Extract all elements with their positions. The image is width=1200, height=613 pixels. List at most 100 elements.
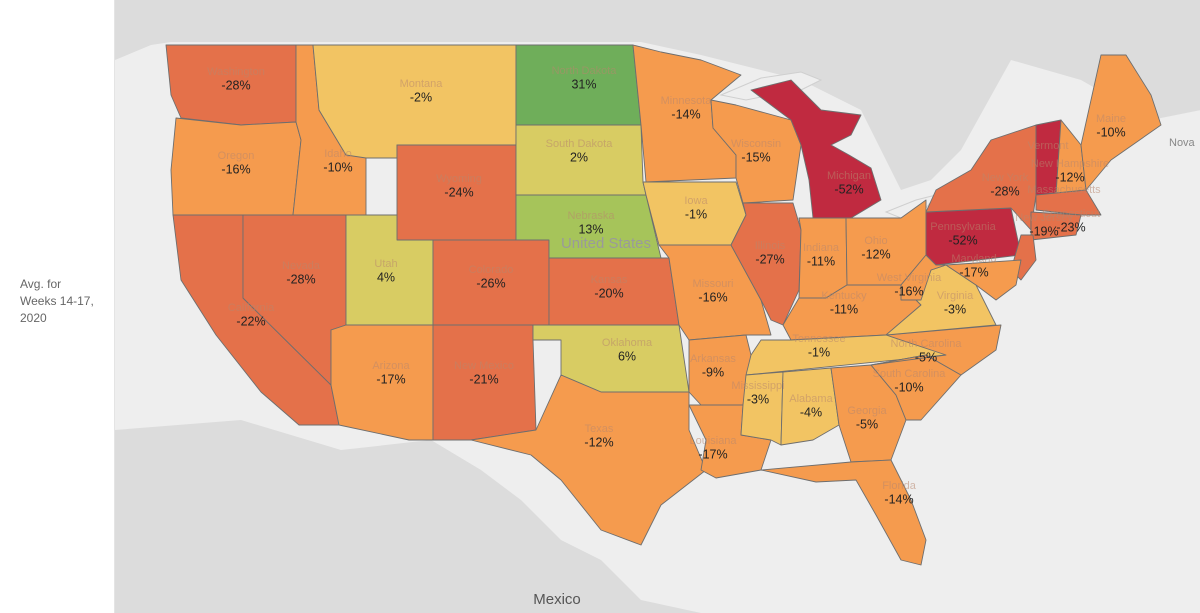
state-value-ct: -23%	[1056, 220, 1085, 234]
state-value-me: -10%	[1096, 125, 1125, 139]
state-name-la: Louisiana	[689, 435, 737, 447]
state-name-ks: Kansas	[591, 274, 628, 286]
state-name-ne: Nebraska	[567, 210, 615, 222]
state-value-in: -11%	[807, 254, 835, 268]
state-name-az: Arizona	[372, 360, 410, 372]
state-il[interactable]	[730, 202, 802, 326]
us-choropleth-map[interactable]: Washington-28%Oregon-16%California-22%Id…	[115, 0, 1200, 613]
country-label: United States	[561, 235, 651, 252]
legend-label: Avg. for Weeks 14-17, 2020	[20, 277, 94, 325]
state-name-wi: Wisconsin	[731, 138, 781, 150]
labels-layer: Washington-28%Oregon-16%California-22%Id…	[207, 65, 1126, 506]
state-value-wy: -24%	[444, 185, 473, 199]
state-name-ga: Georgia	[847, 405, 887, 417]
state-value-al: -4%	[800, 405, 822, 419]
state-value-ga: -5%	[856, 417, 878, 431]
state-name-ar: Arkansas	[690, 353, 736, 365]
state-name-ma: Massachusetts	[1027, 184, 1101, 196]
nova-scotia-label: Nova	[1169, 137, 1196, 149]
state-name-me: Maine	[1096, 113, 1126, 125]
state-value-sd: 2%	[570, 150, 588, 164]
state-name-nm: New Mexico	[454, 360, 514, 372]
state-value-mo: -16%	[698, 290, 727, 304]
state-value-fl: -14%	[884, 492, 913, 506]
state-name-pa: Pennsylvania	[930, 221, 996, 233]
state-value-va: -3%	[944, 302, 966, 316]
state-mi[interactable]	[750, 79, 882, 219]
state-name-wa: Washington	[207, 66, 265, 78]
state-value-nc: -5%	[915, 350, 937, 364]
state-value-il: -27%	[755, 252, 784, 266]
state-name-wv: West Virginia	[877, 272, 942, 284]
state-value-ar: -9%	[702, 365, 724, 379]
state-ct[interactable]	[1030, 211, 1082, 241]
state-name-tx: Texas	[585, 423, 614, 435]
state-value-ny: -28%	[990, 184, 1019, 198]
state-value-nj: -19%	[1029, 224, 1058, 238]
state-value-wi: -15%	[741, 150, 770, 164]
state-name-mt: Montana	[400, 78, 444, 90]
state-value-pa: -52%	[948, 233, 977, 247]
state-value-ut: 4%	[377, 270, 395, 284]
state-name-sc: South Carolina	[873, 368, 947, 380]
state-value-tn: -1%	[808, 345, 830, 359]
state-value-ok: 6%	[618, 349, 636, 363]
state-name-tn: Tennessee	[792, 333, 845, 345]
state-md[interactable]	[945, 259, 1022, 301]
mexico-land	[115, 420, 701, 613]
state-me[interactable]	[1080, 54, 1162, 191]
state-name-nh: New Hampshire	[1031, 158, 1109, 170]
canada-land	[115, 0, 1200, 190]
state-value-ne: 13%	[578, 222, 603, 236]
state-name-nc: North Carolina	[891, 338, 963, 350]
state-value-ms: -3%	[747, 392, 769, 406]
state-name-mi: Michigan	[827, 170, 871, 182]
state-name-ok: Oklahoma	[602, 337, 653, 349]
state-name-in: Indiana	[803, 242, 840, 254]
map-frame: Washington -28% Oregon -16% California -22% Id…	[114, 0, 1200, 613]
state-name-nj: New Jersey	[1015, 212, 1073, 224]
state-value-tx: -12%	[584, 435, 613, 449]
state-name-al: Alabama	[789, 393, 833, 405]
state-value-sc: -10%	[894, 380, 923, 394]
state-value-nd: 31%	[571, 77, 596, 91]
state-name-fl: Florida	[882, 480, 917, 492]
state-value-nh: -12%	[1055, 170, 1084, 184]
state-tx[interactable]	[470, 374, 707, 546]
state-wi[interactable]	[710, 99, 802, 204]
state-value-ky: -11%	[830, 302, 858, 316]
state-value-co: -26%	[476, 276, 505, 290]
state-name-wy: Wyoming	[436, 173, 482, 185]
state-al[interactable]	[780, 367, 840, 446]
state-name-ny: New York	[982, 172, 1029, 184]
state-name-oh: Ohio	[864, 235, 887, 247]
state-name-nd: North Dakota	[552, 65, 618, 77]
state-value-la: -17%	[698, 447, 727, 461]
state-name-mo: Missouri	[693, 278, 734, 290]
state-name-id: Idaho	[324, 148, 352, 160]
state-value-wv: -16%	[894, 284, 923, 298]
state-name-nv: Nevada	[282, 260, 321, 272]
state-name-or: Oregon	[218, 150, 255, 162]
state-value-or: -16%	[221, 162, 250, 176]
states-layer	[165, 44, 1162, 566]
state-name-co: Colorado	[469, 264, 514, 276]
state-name-ct: Connecticut	[1042, 208, 1100, 220]
state-name-ia: Iowa	[684, 195, 708, 207]
state-name-va: Virginia	[937, 290, 974, 302]
state-value-ca: -22%	[236, 314, 265, 328]
state-name-sd: South Dakota	[546, 138, 614, 150]
state-name-vt: Vermont	[1028, 140, 1069, 152]
state-value-wa: -28%	[221, 78, 250, 92]
state-name-ut: Utah	[374, 258, 397, 270]
state-value-az: -17%	[376, 372, 405, 386]
state-ma[interactable]	[1035, 189, 1102, 216]
state-value-mt: -2%	[410, 90, 432, 104]
state-value-ks: -20%	[594, 286, 623, 300]
state-name-ky: Kentucky	[821, 290, 867, 302]
state-name-ca: California	[228, 302, 275, 314]
state-nc[interactable]	[870, 324, 1002, 376]
state-value-nv: -28%	[286, 272, 315, 286]
state-fl[interactable]	[760, 459, 927, 566]
state-value-oh: -12%	[861, 247, 890, 261]
